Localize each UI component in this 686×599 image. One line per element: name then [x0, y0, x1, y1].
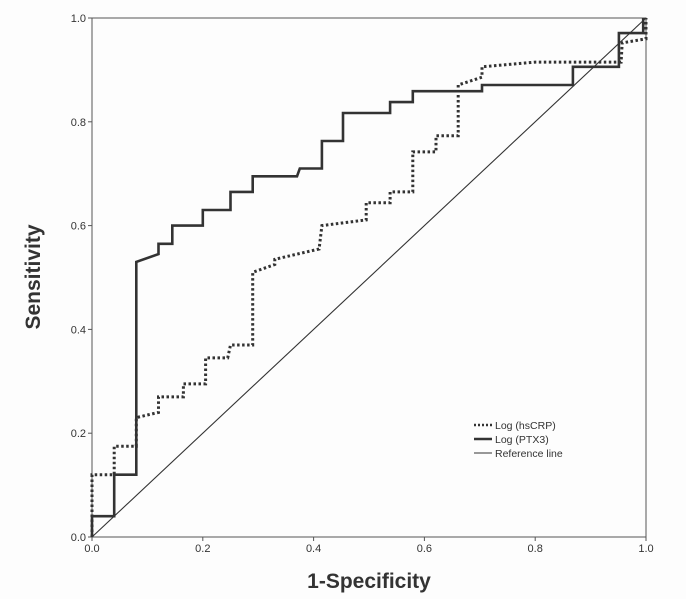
y-tick-label: 0.4 — [71, 324, 86, 336]
series-line-0 — [90, 18, 648, 537]
y-tick-label: 1.0 — [71, 13, 86, 25]
y-tick-label: 0.6 — [71, 221, 86, 233]
x-tick-label: 0.6 — [417, 543, 432, 555]
y-axis-title: Sensitivity — [22, 224, 45, 329]
series-line-1 — [90, 18, 645, 537]
y-tick-label: 0.0 — [71, 532, 86, 544]
series-line-2 — [91, 17, 647, 538]
y-tick-label: 0.8 — [71, 117, 86, 129]
y-tick-label: 0.2 — [71, 428, 86, 440]
legend: Log (hsCRP) Log (PTX3) Reference line — [474, 420, 563, 460]
x-tick-label: 0.0 — [84, 543, 99, 555]
x-tick-label: 0.2 — [195, 543, 210, 555]
x-axis-title: 1-Specificity — [307, 570, 431, 593]
x-tick-label: 0.4 — [306, 543, 321, 555]
legend-label: Reference line — [495, 448, 563, 460]
legend-label: Log (PTX3) — [495, 434, 549, 446]
x-tick-label: 1.0 — [638, 543, 653, 555]
x-tick-label: 0.8 — [528, 543, 543, 555]
plot-frame — [91, 17, 647, 538]
legend-label: Log (hsCRP) — [495, 420, 556, 432]
